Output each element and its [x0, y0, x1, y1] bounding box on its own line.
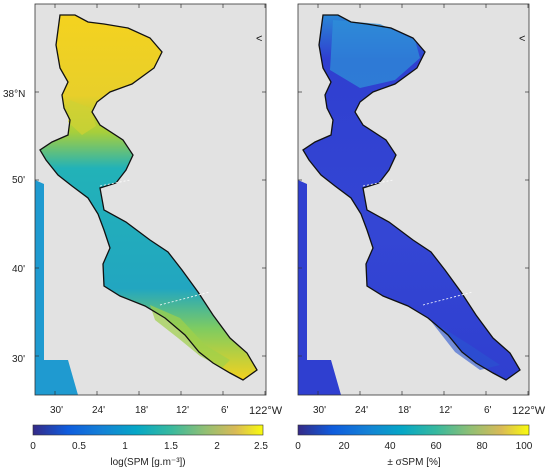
colorbar-sigma-label: ± σSPM [%]: [387, 457, 441, 468]
marker-glyph: <: [256, 33, 262, 45]
lon-label-12: 12': [439, 405, 452, 416]
colorbar-tick: 80: [476, 441, 488, 452]
section-line: [362, 179, 394, 187]
lon-label-18: 18': [135, 405, 148, 416]
colorbar-sigma-ramp: [297, 424, 530, 436]
tick-marks: [35, 4, 266, 395]
colorbar-tick: 0: [30, 441, 36, 452]
lon-label-122w: 122°W: [249, 405, 283, 417]
colorbar-tick: 0.5: [72, 441, 86, 452]
lon-label-30: 30': [50, 405, 63, 416]
colorbar-tick: 100: [516, 441, 533, 452]
lat-label-40: 40': [12, 264, 25, 275]
variance-patch: [330, 20, 420, 88]
colorbar-tick: 1.5: [164, 441, 178, 452]
colorbar-sigma: 0 20 40 60 80 100 ± σSPM [%]: [295, 424, 533, 468]
lon-label-24: 24': [355, 405, 368, 416]
colorbar-tick: 20: [338, 441, 350, 452]
section-line: [422, 291, 474, 306]
variance-patch: [430, 320, 500, 370]
colorbar-tick: 2.5: [254, 441, 268, 452]
lon-label-30: 30': [313, 405, 326, 416]
colorbar-tick: 60: [430, 441, 442, 452]
lat-label-30: 30': [12, 354, 25, 365]
panel-sigma-border: [297, 3, 530, 396]
panel-spm-border: [34, 3, 267, 396]
colorbar-spm: 0 0.5 1 1.5 2 2.5 log(SPM [g.m⁻³]): [30, 424, 268, 468]
lon-label-12: 12': [176, 405, 189, 416]
section-line: [99, 179, 131, 187]
lat-label-38n: 38°N: [3, 89, 25, 100]
colorbar-tick: 1: [122, 441, 128, 452]
lat-label-50: 50': [12, 175, 25, 186]
panel-spm-map: <: [34, 3, 267, 396]
tick-marks: [298, 4, 529, 395]
lon-label-24: 24': [92, 405, 105, 416]
panel-sigma-map: <: [297, 3, 530, 396]
turbid-patch: [150, 305, 230, 368]
colorbar-tick: 2: [214, 441, 220, 452]
colorbar-tick: 0: [295, 441, 301, 452]
turbid-patch: [68, 100, 96, 135]
section-line: [159, 291, 211, 306]
lon-label-6: 6': [221, 405, 229, 416]
lon-label-6: 6': [484, 405, 492, 416]
marker-glyph: <: [519, 33, 525, 45]
colorbar-spm-label: log(SPM [g.m⁻³]): [110, 457, 185, 468]
lon-label-122w: 122°W: [512, 405, 546, 417]
colorbar-spm-ramp: [32, 424, 264, 436]
colorbar-tick: 40: [384, 441, 396, 452]
lon-label-18: 18': [398, 405, 411, 416]
